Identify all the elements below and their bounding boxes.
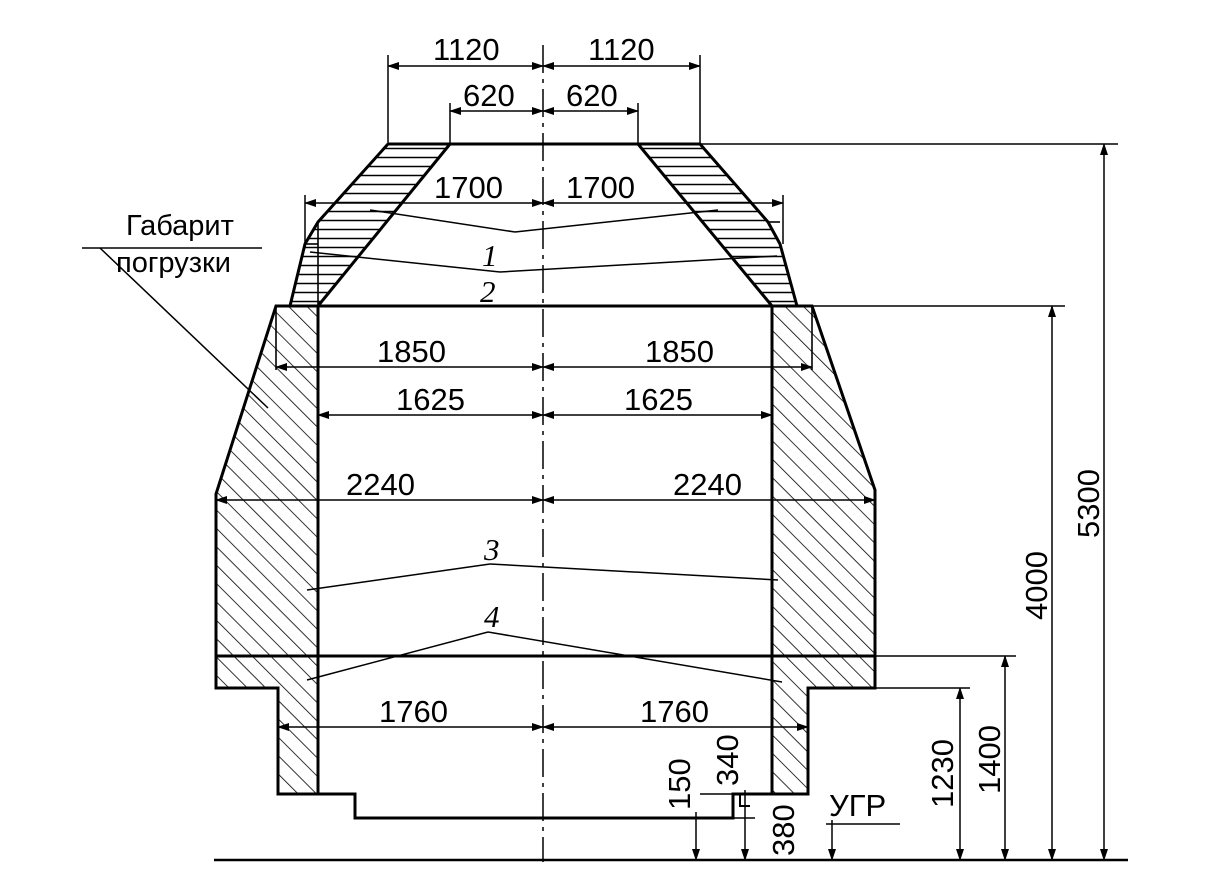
- side-wall-left: [216, 306, 318, 656]
- dim-1850-left: 1850: [377, 334, 446, 369]
- dim-top-inner-left: 620: [463, 78, 515, 113]
- dim-380: 380: [766, 804, 801, 856]
- dim-1230: 1230: [925, 739, 960, 808]
- gabarit-label-line2: погрузки: [116, 247, 231, 279]
- callout-2: 2: [480, 274, 496, 309]
- labels: Габарит погрузки 1 2 3 4: [116, 210, 500, 634]
- dim-340: 340: [710, 734, 745, 786]
- dim-1400: 1400: [972, 725, 1007, 794]
- dim-1700-left: 1700: [434, 170, 503, 205]
- dim-1760-left: 1760: [379, 694, 448, 729]
- dim-1700-right: 1700: [566, 170, 635, 205]
- leader-lines: [82, 209, 900, 825]
- dim-top-inner-right: 620: [566, 78, 618, 113]
- dim-top-outer-right: 1120: [588, 32, 655, 67]
- roof-wedge-right: [638, 144, 797, 306]
- dim-1760-right: 1760: [640, 694, 709, 729]
- callout-3: 3: [483, 532, 500, 567]
- callout-1: 1: [482, 238, 498, 273]
- ugr-label: УГР: [829, 788, 886, 823]
- dim-2240-left: 2240: [346, 467, 415, 502]
- dim-1850-right: 1850: [645, 334, 714, 369]
- dimension-values: 1120 1120 620 620 1700 1700 1850 1850 16…: [346, 32, 1106, 856]
- dim-150: 150: [662, 758, 697, 810]
- horizontal-dimension-lines: [215, 62, 876, 731]
- roof-wedge-left: [290, 144, 450, 306]
- dim-1625-left: 1625: [396, 382, 465, 417]
- extension-lines: [304, 55, 1118, 819]
- thin-contours: [275, 221, 813, 370]
- dim-5300: 5300: [1071, 469, 1106, 538]
- dim-2240-right: 2240: [673, 467, 742, 502]
- base-left: [216, 656, 318, 794]
- gabarit-label-line1: Габарит: [126, 210, 234, 242]
- base-right: [772, 656, 875, 794]
- callout-4: 4: [484, 599, 500, 634]
- dim-1625-right: 1625: [624, 382, 693, 417]
- dim-top-outer-left: 1120: [433, 32, 500, 67]
- vertical-dimension-lines: [692, 143, 1108, 861]
- side-wall-right: [772, 306, 875, 656]
- dim-4000: 4000: [1019, 551, 1054, 620]
- hatched-cross-sections: [216, 144, 875, 794]
